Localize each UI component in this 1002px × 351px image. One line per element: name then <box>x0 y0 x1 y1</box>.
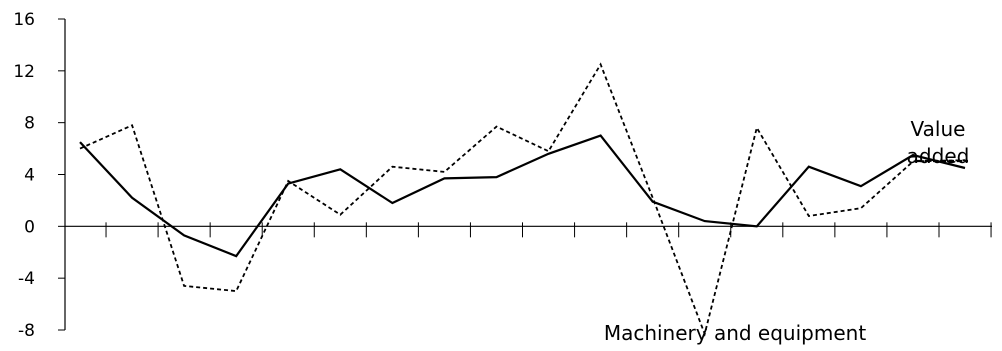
series-group <box>79 62 966 337</box>
y-ticks: -8 -4 0 4 8 12 16 <box>13 10 65 341</box>
y-tick-label: -8 <box>18 321 35 341</box>
y-tick-label: -4 <box>18 269 35 289</box>
y-tick-label: 12 <box>13 62 35 82</box>
annotation-value-added-line1: Value <box>911 117 966 141</box>
y-tick-label: 8 <box>24 114 35 134</box>
axes <box>64 19 992 330</box>
annotations: Value added Machinery and equipment <box>604 117 970 345</box>
series-line-dashed <box>79 62 966 337</box>
annotation-value-added-line2: added <box>907 144 970 168</box>
annotation-machinery: Machinery and equipment <box>604 321 867 345</box>
y-tick-label: 16 <box>13 10 35 30</box>
y-tick-label: 4 <box>24 166 35 186</box>
series-line-solid <box>79 134 966 258</box>
y-tick-label: 0 <box>24 217 35 237</box>
